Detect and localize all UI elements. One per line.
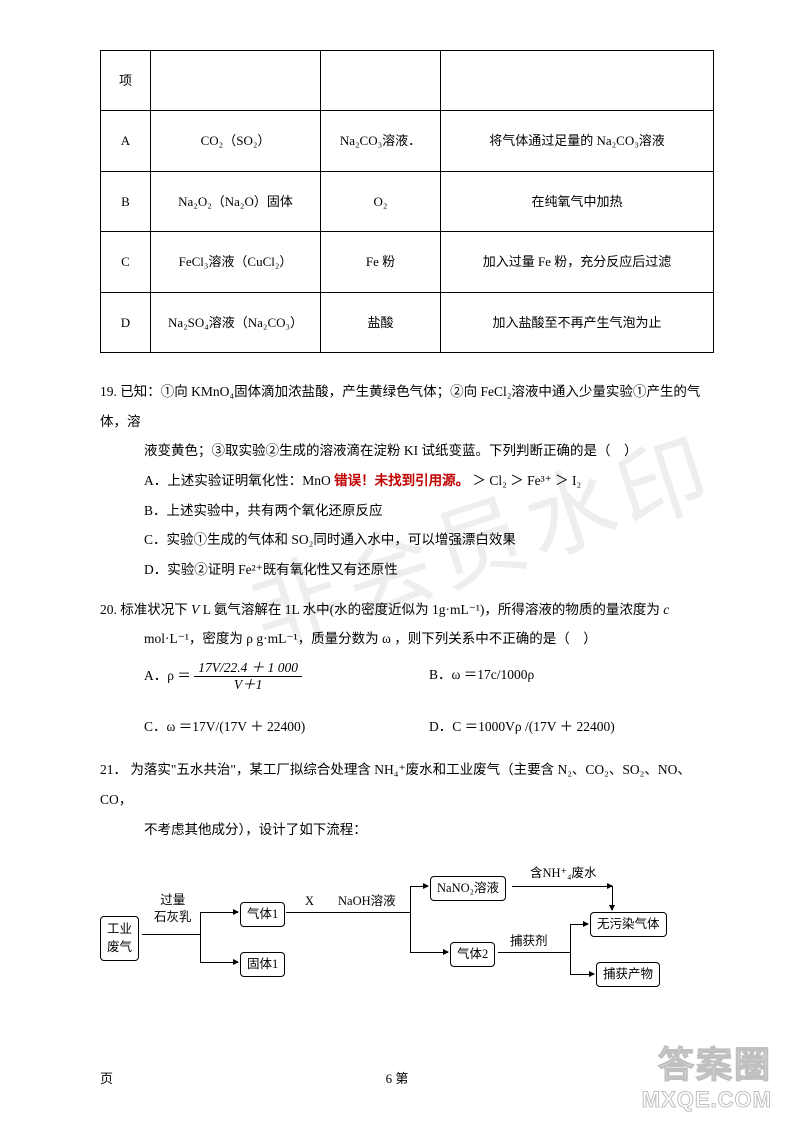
node-clean-gas: 无污染气体 (590, 912, 667, 937)
table-row: C FeCl₃溶液（CuCl₂） Fe 粉 加入过量 Fe 粉，充分反应后过滤 (101, 232, 714, 292)
var-c: c (663, 602, 669, 617)
cell-added: Na₂CO₃溶液． (321, 111, 441, 171)
question-20: 20. 标准状况下 V L 氨气溶解在 1L 水中(水的密度近似为 1g·mL⁻… (100, 595, 714, 741)
cell-label: 项 (101, 51, 151, 111)
options-table: 项 A CO₂（SO₂） Na₂CO₃溶液． 将气体通过足量的 Na₂CO₃溶液… (100, 50, 714, 353)
q20-stem-part1: 标准状况下 (120, 602, 191, 617)
q21-stem-line1: 为落实"五水共治"，某工厂拟综合处理含 NH₄⁺废水和工业废气（主要含 N₂、C… (100, 762, 691, 807)
table-row: D Na₂SO₄溶液（Na₂CO₃） 盐酸 加入盐酸至不再产生气泡为止 (101, 292, 714, 352)
cell-op: 将气体通过足量的 Na₂CO₃溶液 (441, 111, 714, 171)
label-capture-agent: 捕获剂 (510, 934, 548, 949)
node-nano2: NaNO₂溶液 (430, 876, 506, 901)
cell-op: 加入过量 Fe 粉，充分反应后过滤 (441, 232, 714, 292)
cell-op (441, 51, 714, 111)
q19-option-d: D．实验②证明 Fe²⁺既有氧化性又有还原性 (144, 555, 714, 585)
q20-option-c: C．ω ＝17V/(17V ＋ 22400) (144, 712, 429, 742)
q19-stem-line2: 液变黄色；③取实验②生成的溶液滴在淀粉 KI 试纸变蓝。下列判断正确的是（ ） (144, 443, 638, 458)
cell-op: 在纯氧气中加热 (441, 171, 714, 231)
node-gas-1: 气体1 (240, 902, 285, 927)
label-lime: 过量石灰乳 (154, 892, 192, 925)
cell-reagent: Na₂O₂（Na₂O）固体 (151, 171, 321, 231)
q21-stem-line2: 不考虑其他成分），设计了如下流程： (144, 815, 714, 845)
cell-label: D (101, 292, 151, 352)
q19-option-a: A．上述实验证明氧化性：MnO 错误！未找到引用源。 ＞ Cl₂ ＞ Fe³⁺ … (144, 466, 714, 496)
cell-added: Fe 粉 (321, 232, 441, 292)
node-industrial-waste-gas: 工业废气 (100, 916, 139, 961)
q19-option-b: B．上述实验中，共有两个氧化还原反应 (144, 496, 714, 526)
question-19: 19. 已知：①向 KMnO₄固体滴加浓盐酸，产生黄绿色气体；②向 FeCl₂溶… (100, 377, 714, 585)
node-capture-product: 捕获产物 (596, 962, 660, 987)
cell-reagent (151, 51, 321, 111)
table-row: 项 (101, 51, 714, 111)
cell-reagent: FeCl₃溶液（CuCl₂） (151, 232, 321, 292)
cell-op: 加入盐酸至不再产生气泡为止 (441, 292, 714, 352)
q20-option-d: D．C ＝1000Vρ /(17V ＋ 22400) (429, 712, 714, 742)
node-solid-1: 固体1 (240, 952, 285, 977)
question-21: 21． 为落实"五水共治"，某工厂拟综合处理含 NH₄⁺废水和工业废气（主要含 … (100, 755, 714, 844)
table-row: A CO₂（SO₂） Na₂CO₃溶液． 将气体通过足量的 Na₂CO₃溶液 (101, 111, 714, 171)
q19-option-c: C．实验①生成的气体和 SO₂同时通入水中，可以增强漂白效果 (144, 525, 714, 555)
table-row: B Na₂O₂（Na₂O）固体 O₂ 在纯氧气中加热 (101, 171, 714, 231)
q20-stem-line2: mol·L⁻¹，密度为 ρ g·mL⁻¹，质量分数为 ω ，则下列关系中不正确的… (144, 631, 597, 646)
cell-added: O₂ (321, 171, 441, 231)
label-x: X (305, 894, 314, 909)
cell-added (321, 51, 441, 111)
flowchart: 工业废气 气体1 固体1 NaNO₂溶液 气体2 无污染气体 捕获产物 过量石灰… (100, 854, 700, 1014)
cell-label: C (101, 232, 151, 292)
page-content: 项 A CO₂（SO₂） Na₂CO₃溶液． 将气体通过足量的 Na₂CO₃溶液… (0, 0, 794, 1123)
error-ref-text: 错误！未找到引用源。 (334, 473, 469, 488)
cell-added: 盐酸 (321, 292, 441, 352)
fraction: 17V/22.4 ＋ 1 000 V＋1 (194, 660, 302, 693)
q19-number: 19. (100, 377, 117, 407)
q21-number: 21． (100, 755, 127, 785)
cell-label: A (101, 111, 151, 171)
node-gas-2: 气体2 (450, 942, 495, 967)
q20-option-a: A．ρ ＝ 17V/22.4 ＋ 1 000 V＋1 (144, 660, 429, 693)
label-naoh: NaOH溶液 (338, 894, 396, 909)
label-nh4-wastewater: 含NH⁺₄废水 (530, 866, 597, 881)
q20-option-b: B．ω ＝17c/1000ρ (429, 660, 714, 693)
q19-stem-line1: 已知：①向 KMnO₄固体滴加浓盐酸，产生黄绿色气体；②向 FeCl₂溶液中通入… (100, 384, 700, 429)
cell-reagent: CO₂（SO₂） (151, 111, 321, 171)
q20-stem-part2: L 氨气溶解在 1L 水中(水的密度近似为 1g·mL⁻¹)，所得溶液的物质的量… (199, 602, 663, 617)
cell-label: B (101, 171, 151, 231)
cell-reagent: Na₂SO₄溶液（Na₂CO₃） (151, 292, 321, 352)
q20-number: 20. (100, 595, 117, 625)
